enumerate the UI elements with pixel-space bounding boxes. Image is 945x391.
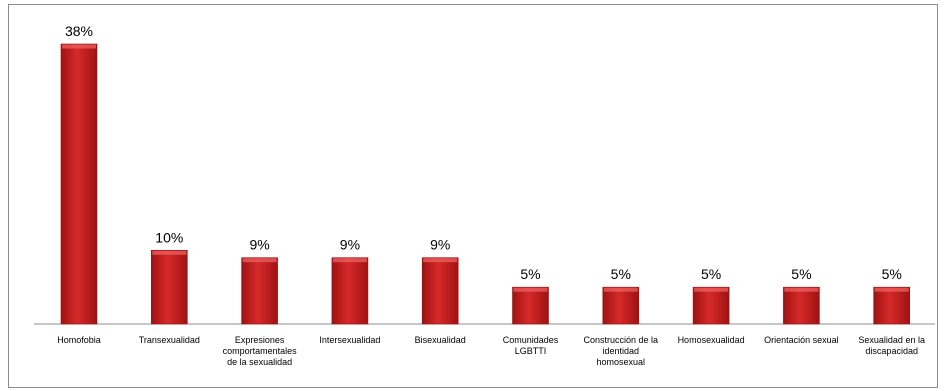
bar-highlight-1 [62, 44, 96, 49]
bar-6 [512, 286, 549, 325]
category-label-6: Comunidades LGBTTI [503, 335, 559, 356]
category-label-7: Construcción de la identidad homosexual [584, 335, 659, 367]
bar-highlight-7 [603, 287, 638, 292]
category-label-10: Sexualidad en la discapacidad [858, 335, 925, 356]
bar-highlight-4 [332, 258, 367, 263]
bar-highlight-8 [694, 287, 729, 292]
bar-9 [783, 286, 820, 325]
category-label-4: Intersexualidad [319, 335, 380, 345]
bar-highlight-2 [152, 250, 187, 255]
value-label-3: 9% [249, 237, 269, 253]
bar-highlight-6 [513, 287, 548, 292]
value-label-9: 5% [791, 266, 811, 282]
bar-10 [873, 286, 911, 325]
category-label-9: Orientación sexual [764, 335, 839, 345]
bar-2 [151, 250, 188, 325]
value-label-8: 5% [701, 266, 721, 282]
category-label-2: Transexualidad [139, 335, 200, 345]
category-label-3: Expresiones comportamentales de la sexuali… [223, 335, 298, 367]
bar-8 [692, 286, 730, 325]
bar-highlight-3 [242, 258, 277, 263]
category-label-1: Homofobia [57, 335, 101, 345]
value-label-2: 10% [155, 229, 183, 245]
bar-7 [602, 286, 640, 325]
value-label-10: 5% [882, 266, 902, 282]
bar-5 [421, 257, 459, 325]
bar-4 [331, 257, 369, 325]
bar-3 [241, 257, 278, 325]
bar-highlight-9 [784, 287, 819, 292]
category-label-8: Homosexualidad [678, 335, 745, 345]
value-label-5: 9% [430, 237, 450, 253]
value-label-4: 9% [340, 237, 360, 253]
category-label-5: Bisexualidad [415, 335, 466, 345]
bar-highlight-10 [874, 287, 909, 292]
value-label-6: 5% [520, 266, 540, 282]
value-label-1: 38% [65, 23, 93, 39]
bar-highlight-5 [423, 258, 458, 263]
value-label-7: 5% [611, 266, 631, 282]
bar-1 [60, 43, 98, 325]
